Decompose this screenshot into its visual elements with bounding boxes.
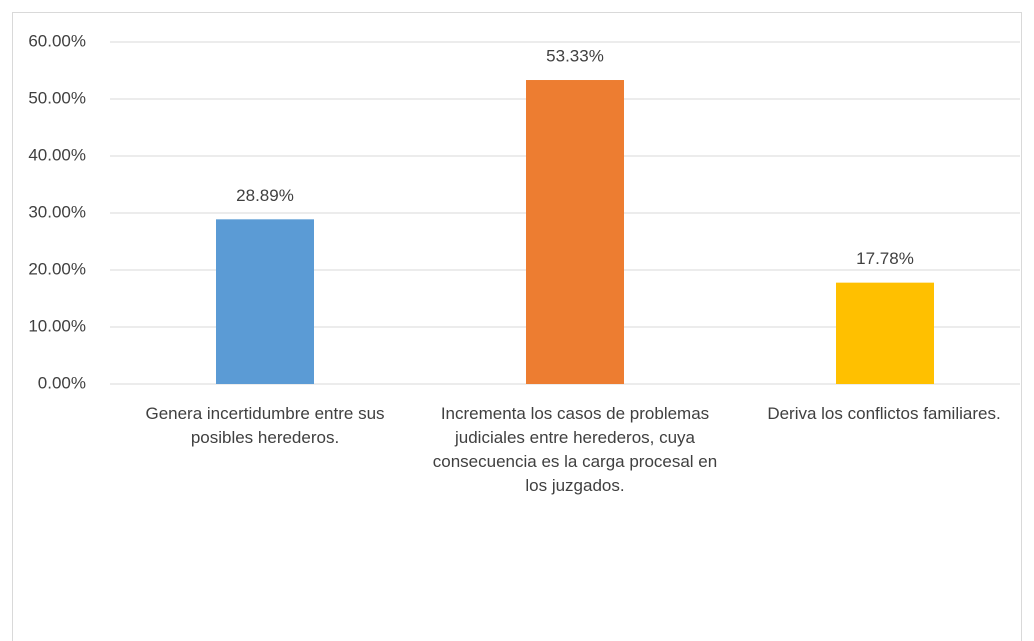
data-label: 17.78% [856, 249, 914, 268]
y-tick-label: 50.00% [28, 88, 86, 107]
bar [216, 219, 314, 384]
y-tick-label: 30.00% [28, 202, 86, 221]
bar [836, 282, 934, 384]
y-tick-label: 60.00% [28, 31, 86, 50]
y-tick-label: 0.00% [38, 373, 86, 392]
data-label: 28.89% [236, 186, 294, 205]
y-tick-label: 10.00% [28, 316, 86, 335]
x-tick-label: Incrementa los casos de problemas judici… [432, 404, 718, 495]
x-tick-label: Genera incertidumbre entre sus posibles … [145, 404, 385, 447]
x-tick-label: Deriva los conflictos familiares. [767, 404, 1001, 423]
data-label: 53.33% [546, 47, 604, 66]
chart-border [12, 12, 1022, 641]
bar [526, 80, 624, 385]
y-tick-label: 40.00% [28, 145, 86, 164]
y-tick-label: 20.00% [28, 259, 86, 278]
